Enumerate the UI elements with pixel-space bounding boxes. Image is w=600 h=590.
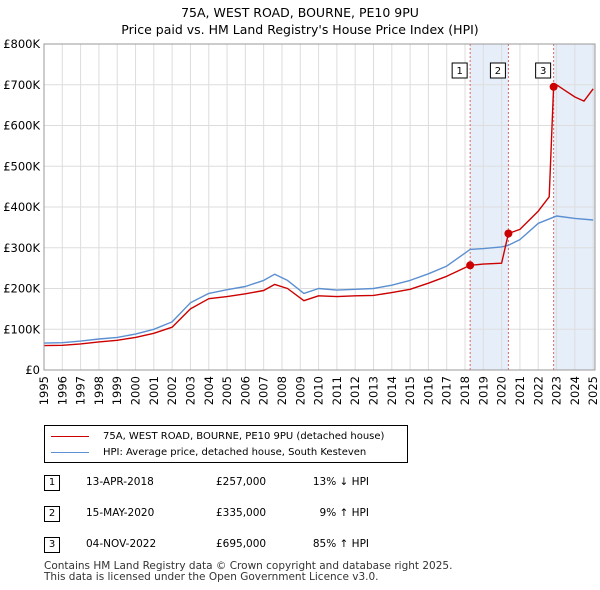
transaction-number: 2 <box>44 506 60 522</box>
x-tick-label: 1998 <box>92 376 106 405</box>
transaction-marker-label: 3 <box>540 66 546 77</box>
legend: 75A, WEST ROAD, BOURNE, PE10 9PU (detach… <box>44 425 408 463</box>
x-tick-label: 2014 <box>385 376 399 405</box>
footer: Contains HM Land Registry data © Crown c… <box>44 561 452 583</box>
transaction-date: 15-MAY-2020 <box>86 507 155 519</box>
property-line <box>43 84 594 347</box>
x-tick-label: 2025 <box>586 376 600 405</box>
x-tick-label: 2019 <box>476 376 490 405</box>
transaction-marker-box <box>451 62 468 79</box>
transaction-number: 3 <box>44 537 60 553</box>
transaction-point <box>504 229 513 238</box>
transaction-marker-box <box>535 62 552 79</box>
y-tick-label: £400K <box>3 200 40 214</box>
transaction-row: 1 13-APR-2018 £257,000 13% ↓ HPI <box>44 475 444 493</box>
y-tick-label: £600K <box>3 119 40 133</box>
y-tick-label: £800K <box>3 37 40 51</box>
x-tick-label: 2023 <box>550 376 564 405</box>
y-tick-label: £300K <box>3 241 40 255</box>
footer-licence: This data is licensed under the Open Gov… <box>44 571 379 583</box>
x-tick-label: 2024 <box>568 376 582 405</box>
x-tick-label: 2000 <box>129 376 143 405</box>
x-tick-label: 2011 <box>330 376 344 405</box>
transaction-date: 13-APR-2018 <box>86 476 154 488</box>
legend-swatch-property <box>51 435 89 437</box>
x-tick-label: 2008 <box>275 376 289 405</box>
x-tick-label: 2009 <box>293 376 307 405</box>
transaction-price: £335,000 <box>216 507 267 519</box>
x-tick-label: 2022 <box>531 376 545 405</box>
subtitle-text: Price paid vs. HM Land Registry's House … <box>121 22 479 37</box>
transaction-marker-label: 2 <box>495 66 501 77</box>
transaction-marker-label: 1 <box>456 66 462 77</box>
x-tick-label: 2016 <box>421 376 435 405</box>
title-text: 75A, WEST ROAD, BOURNE, PE10 9PU <box>181 5 419 20</box>
x-tick-label: 1996 <box>55 376 69 405</box>
transaction-price: £257,000 <box>216 476 267 488</box>
transaction-hpi: 9% ↑ HPI <box>319 507 369 519</box>
x-tick-label: 2017 <box>440 376 454 405</box>
legend-item-property: 75A, WEST ROAD, BOURNE, PE10 9PU (detach… <box>51 429 384 443</box>
transaction-date: 04-NOV-2022 <box>86 538 157 550</box>
transaction-point <box>466 261 475 270</box>
x-tick-label: 2007 <box>257 376 271 405</box>
transaction-row: 2 15-MAY-2020 £335,000 9% ↑ HPI <box>44 506 444 524</box>
x-tick-label: 2013 <box>367 376 381 405</box>
legend-label-property: 75A, WEST ROAD, BOURNE, PE10 9PU (detach… <box>103 430 385 442</box>
transaction-hpi: 13% ↓ HPI <box>312 476 369 488</box>
y-tick-label: £200K <box>3 282 40 296</box>
x-tick-label: 2006 <box>238 376 252 405</box>
x-tick-label: 2018 <box>458 376 472 405</box>
transaction-point <box>549 82 558 91</box>
legend-label-hpi: HPI: Average price, detached house, Sout… <box>103 446 367 458</box>
transaction-hpi: 85% ↑ HPI <box>312 538 369 550</box>
x-tick-label: 2003 <box>183 376 197 405</box>
plot-border <box>43 43 596 371</box>
x-tick-label: 2004 <box>202 376 216 405</box>
x-tick-label: 2020 <box>495 376 509 405</box>
x-tick-label: 1997 <box>74 376 88 405</box>
hpi-line <box>43 215 594 344</box>
transaction-number: 1 <box>44 475 60 491</box>
legend-swatch-hpi <box>51 451 89 453</box>
transaction-row: 3 04-NOV-2022 £695,000 85% ↑ HPI <box>44 537 444 555</box>
legend-item-hpi: HPI: Average price, detached house, Sout… <box>51 445 366 459</box>
y-tick-label: £0 <box>25 363 40 377</box>
x-tick-label: 1995 <box>37 376 51 405</box>
footer-copyright: Contains HM Land Registry data © Crown c… <box>44 560 453 572</box>
x-tick-label: 2005 <box>220 376 234 405</box>
y-tick-label: £700K <box>3 78 40 92</box>
transaction-price: £695,000 <box>216 538 267 550</box>
x-tick-label: 2015 <box>403 376 417 405</box>
y-tick-label: £500K <box>3 159 40 173</box>
transaction-marker-box <box>489 62 506 79</box>
x-tick-label: 1999 <box>110 376 124 405</box>
x-tick-label: 2012 <box>348 376 362 405</box>
price-chart: 1 2 3 £0 £100K £200K £300K £400K £500K £600K £700K… <box>3 37 600 405</box>
y-tick-label: £100K <box>3 322 40 336</box>
chart-title: 75A, WEST ROAD, BOURNE, PE10 9PU Price p… <box>0 4 600 38</box>
x-tick-label: 2021 <box>513 376 527 405</box>
x-tick-label: 2010 <box>312 376 326 405</box>
x-tick-label: 2002 <box>165 376 179 405</box>
x-tick-label: 2001 <box>147 376 161 405</box>
